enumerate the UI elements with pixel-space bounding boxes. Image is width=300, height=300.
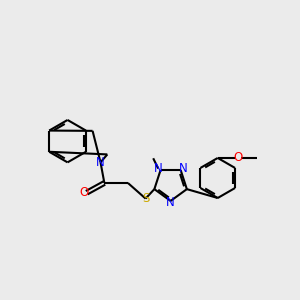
Text: N: N bbox=[96, 156, 105, 169]
Text: O: O bbox=[79, 186, 88, 199]
Text: N: N bbox=[154, 162, 163, 175]
Text: N: N bbox=[178, 162, 188, 175]
Text: O: O bbox=[233, 152, 242, 164]
Text: S: S bbox=[142, 192, 149, 205]
Text: N: N bbox=[166, 196, 175, 209]
